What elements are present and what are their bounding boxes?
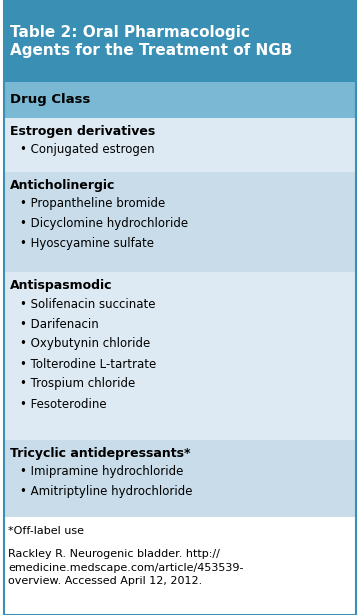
- Bar: [4, 440, 356, 517]
- Bar: [4, 517, 356, 615]
- Text: Tricyclic antidepressants*: Tricyclic antidepressants*: [10, 448, 190, 461]
- Text: • Tolterodine L-tartrate: • Tolterodine L-tartrate: [20, 357, 156, 370]
- Text: • Propantheline bromide: • Propantheline bromide: [20, 197, 165, 210]
- Text: • Darifenacin: • Darifenacin: [20, 317, 99, 330]
- Text: • Amitriptyline hydrochloride: • Amitriptyline hydrochloride: [20, 485, 193, 499]
- Bar: [4, 82, 356, 118]
- Bar: [4, 118, 356, 172]
- Text: • Dicyclomine hydrochloride: • Dicyclomine hydrochloride: [20, 218, 188, 231]
- Text: • Oxybutynin chloride: • Oxybutynin chloride: [20, 338, 150, 351]
- Text: • Fesoterodine: • Fesoterodine: [20, 397, 107, 410]
- Text: Estrogen derivatives: Estrogen derivatives: [10, 125, 155, 138]
- Text: • Imipramine hydrochloride: • Imipramine hydrochloride: [20, 466, 183, 478]
- Bar: [4, 172, 356, 272]
- Text: • Conjugated estrogen: • Conjugated estrogen: [20, 143, 155, 156]
- Text: Rackley R. Neurogenic bladder. http://
emedicine.medscape.com/article/453539-
ov: Rackley R. Neurogenic bladder. http:// e…: [8, 549, 243, 586]
- Text: Table 2: Oral Pharmacologic
Agents for the Treatment of NGB: Table 2: Oral Pharmacologic Agents for t…: [10, 25, 292, 57]
- Text: Drug Class: Drug Class: [10, 93, 90, 106]
- Text: • Trospium chloride: • Trospium chloride: [20, 378, 135, 391]
- Text: • Solifenacin succinate: • Solifenacin succinate: [20, 298, 156, 311]
- Text: *Off-label use: *Off-label use: [8, 526, 84, 536]
- Bar: [4, 0, 356, 82]
- Text: Antispasmodic: Antispasmodic: [10, 279, 112, 293]
- Text: • Hyoscyamine sulfate: • Hyoscyamine sulfate: [20, 237, 154, 250]
- Bar: [4, 272, 356, 440]
- Text: Anticholinergic: Anticholinergic: [10, 180, 115, 192]
